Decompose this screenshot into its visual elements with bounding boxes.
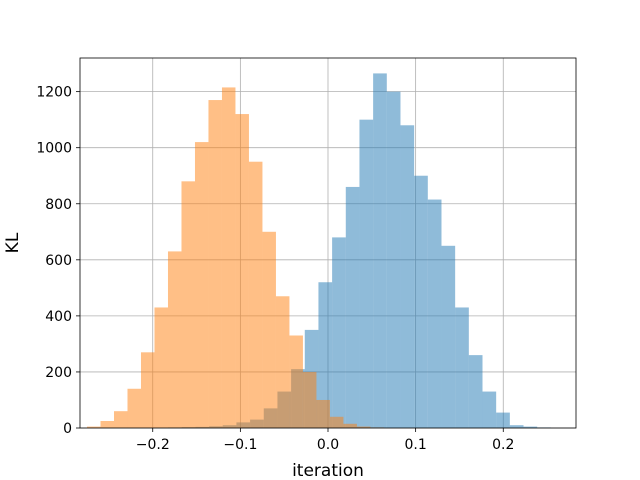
y-tick-label: 200 — [45, 365, 72, 381]
histogram-bar-series-1 — [523, 426, 538, 428]
y-axis-label: KL — [3, 232, 23, 253]
histogram-bar-series-2 — [87, 426, 101, 428]
histogram-bars — [87, 73, 551, 429]
histogram-bar-series-2 — [140, 352, 155, 428]
histogram-bar-series-2 — [302, 371, 317, 428]
y-axis-ticks: 0 200 400 600 800 1000 1200 — [36, 85, 80, 437]
histogram-bar-series-1 — [441, 245, 456, 428]
histogram-bar-series-1 — [373, 73, 387, 429]
x-axis-label: iteration — [292, 461, 364, 480]
x-tick-label: −0.1 — [223, 437, 257, 453]
histogram-bar-series-2 — [289, 335, 303, 428]
histogram-bar-series-2 — [356, 426, 371, 428]
y-tick-label: 1000 — [36, 141, 72, 157]
histogram-bar-series-1 — [427, 199, 442, 428]
histogram-bar-series-2 — [154, 307, 168, 428]
histogram-bar-series-2 — [275, 296, 290, 428]
histogram-bar-series-2 — [100, 420, 115, 428]
x-tick-label: 0.2 — [492, 437, 514, 453]
y-tick-label: 400 — [45, 309, 72, 325]
histogram-bar-series-1 — [496, 412, 510, 428]
histogram-bar-series-1 — [468, 355, 483, 428]
x-tick-label: −0.2 — [136, 437, 170, 453]
histogram-bar-series-2 — [194, 142, 209, 428]
histogram-bar-series-1 — [414, 175, 428, 428]
histogram-bar-series-1 — [509, 425, 524, 428]
y-tick-label: 1200 — [36, 85, 72, 101]
histogram-bar-series-1 — [345, 186, 360, 428]
histogram-bar-series-2 — [343, 423, 357, 428]
histogram-bar-series-2 — [316, 399, 330, 428]
histogram-bar-series-2 — [262, 231, 276, 428]
x-tick-label: 0.0 — [317, 437, 339, 453]
x-axis-ticks: −0.2 −0.1 0.0 0.1 0.2 — [136, 428, 514, 453]
histogram-bar-series-2 — [114, 411, 128, 428]
y-tick-label: 0 — [63, 421, 72, 437]
histogram-bar-series-2 — [235, 114, 249, 428]
histogram-bar-series-1 — [359, 119, 374, 429]
histogram-bar-series-1 — [386, 91, 401, 429]
histogram-bar-series-1 — [400, 125, 415, 428]
histogram-bar-series-1 — [332, 237, 346, 428]
histogram-bar-series-1 — [455, 307, 469, 428]
y-tick-label: 600 — [45, 253, 72, 269]
x-tick-label: 0.1 — [404, 437, 426, 453]
histogram-bar-series-2 — [208, 100, 222, 428]
histogram-bar-series-1 — [318, 282, 333, 428]
histogram-bar-series-1 — [482, 391, 497, 428]
histogram-bar-series-2 — [248, 161, 263, 428]
histogram-bar-series-2 — [181, 181, 195, 428]
histogram-bar-series-2 — [167, 251, 182, 428]
y-tick-label: 800 — [45, 197, 72, 213]
histogram-bar-series-2 — [127, 388, 141, 428]
histogram-bar-series-2 — [329, 416, 344, 428]
histogram-bar-series-2 — [221, 87, 236, 428]
